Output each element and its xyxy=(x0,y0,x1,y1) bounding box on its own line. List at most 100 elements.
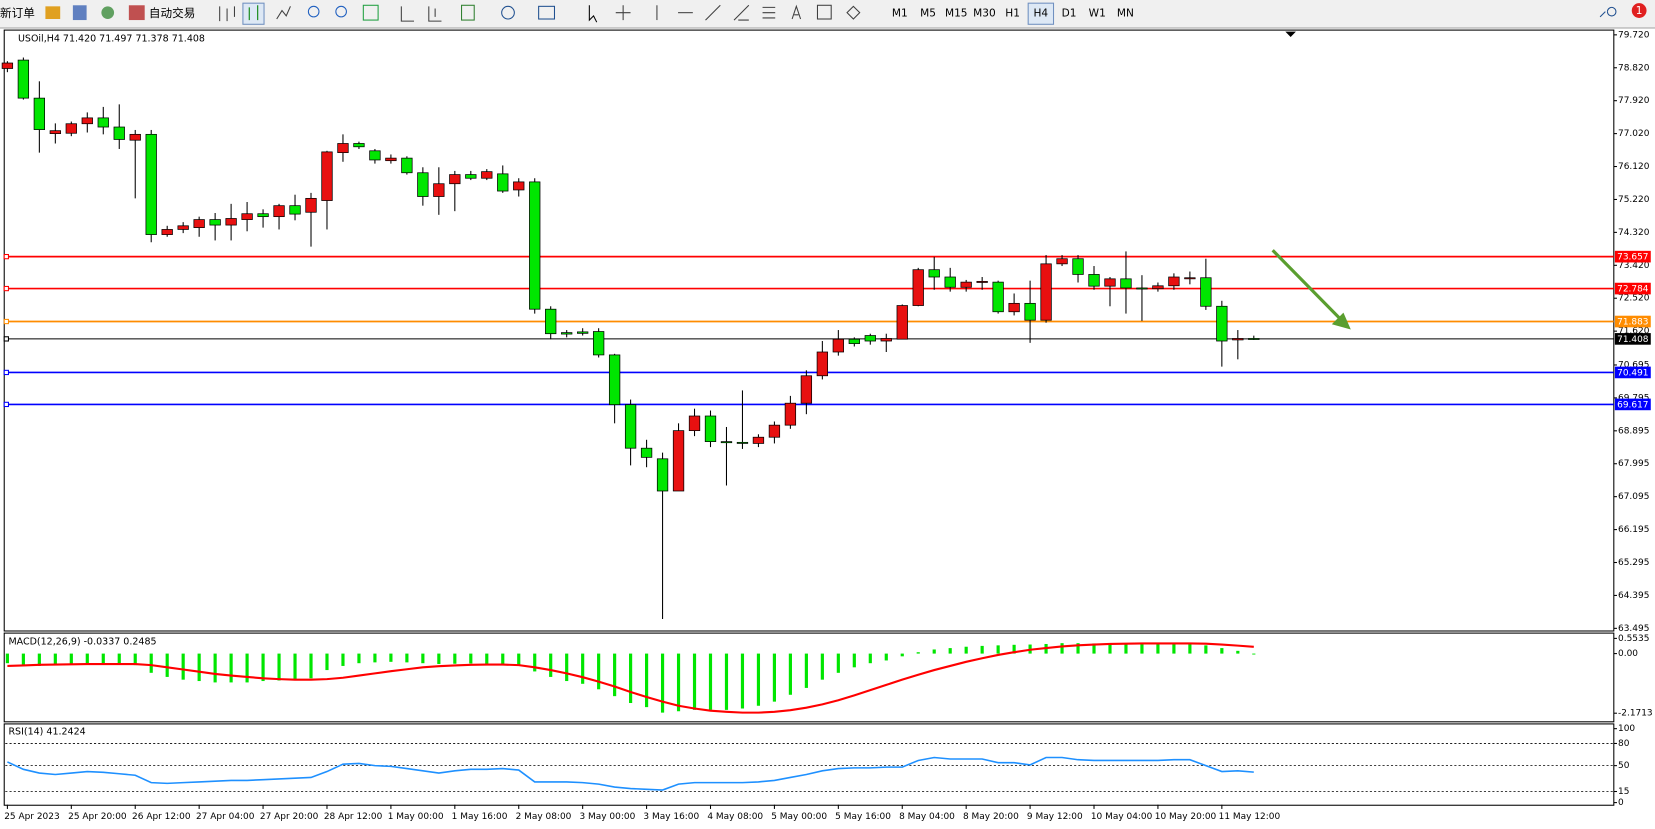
x-tick-label: 25 Apr 20:00 xyxy=(68,812,127,822)
y-tick-label: 78.820 xyxy=(1618,63,1650,73)
level-tag-label: 73.657 xyxy=(1617,253,1648,263)
candle-body xyxy=(640,447,653,458)
icon[interactable] xyxy=(101,6,115,20)
y-tick-label: 69.795 xyxy=(1618,393,1649,403)
indicators-button[interactable] xyxy=(461,4,475,21)
macd-bar xyxy=(325,653,329,671)
x-tick-label: 3 May 00:00 xyxy=(579,812,635,822)
macd-bar xyxy=(101,653,105,664)
y-tick-label: 0.00 xyxy=(1618,649,1638,659)
label-button[interactable] xyxy=(816,4,832,20)
timeframe-button[interactable]: M1 xyxy=(892,8,908,20)
macd-bar xyxy=(804,653,808,688)
crosshair-button[interactable] xyxy=(615,5,631,21)
candle-body xyxy=(289,205,301,215)
text-button[interactable] xyxy=(791,4,802,20)
x-tick-label: 27 Apr 04:00 xyxy=(196,812,255,822)
candle-body xyxy=(145,133,157,235)
line-chart-button[interactable] xyxy=(276,6,291,20)
candle-body xyxy=(976,281,988,283)
bar-chart-button[interactable] xyxy=(219,6,235,22)
timeframe-button[interactable]: M30 xyxy=(973,8,996,20)
auto-trading-button[interactable]: 自动交易 xyxy=(149,6,195,20)
macd-bar xyxy=(1092,643,1096,654)
periods-button[interactable] xyxy=(501,5,515,20)
timeframe-active xyxy=(1027,2,1055,25)
macd-bar xyxy=(660,653,665,713)
macd-bar xyxy=(213,653,217,683)
level-handle xyxy=(3,253,9,260)
candle-button-pressed[interactable] xyxy=(242,2,265,25)
zoom-out-button[interactable] xyxy=(335,5,347,18)
level-tag xyxy=(1614,398,1651,411)
candle-body xyxy=(752,436,765,444)
x-tick-label: 2 May 08:00 xyxy=(516,812,572,822)
y-tick-label: 76.120 xyxy=(1618,162,1650,172)
icon[interactable] xyxy=(45,6,61,20)
candle-body xyxy=(353,143,365,148)
candle-body xyxy=(1120,278,1132,289)
y-tick-label: 66.195 xyxy=(1618,525,1649,535)
macd-bar xyxy=(884,653,888,661)
macd-bar xyxy=(69,653,73,665)
level-tag xyxy=(1614,333,1651,345)
timeframe-button[interactable]: H1 xyxy=(1005,8,1020,20)
new-order-button[interactable]: 新订单 xyxy=(0,6,35,20)
level-tag xyxy=(1614,250,1651,263)
macd-bar xyxy=(676,653,681,712)
timeframe-button[interactable]: D1 xyxy=(1062,8,1077,20)
macd-bar xyxy=(1236,650,1240,654)
macd-bar xyxy=(1204,645,1208,654)
macd-bar xyxy=(788,653,792,695)
candle-body xyxy=(129,133,141,141)
macd-bar xyxy=(1012,644,1016,654)
candle-body xyxy=(241,213,253,220)
x-tick-label: 8 May 20:00 xyxy=(963,812,1019,822)
macd-bar xyxy=(309,653,313,679)
macd-bar xyxy=(181,653,185,680)
macd-bar xyxy=(165,653,169,677)
candle-body xyxy=(896,305,908,340)
timeframe-button[interactable]: H4 xyxy=(1034,8,1049,20)
trendline-button[interactable] xyxy=(705,4,721,21)
plot: 79.720 78.820 77.920 77.020 76.120 75.220 74.3… xyxy=(1,30,1653,822)
candle-body xyxy=(65,123,77,134)
arrows-button[interactable] xyxy=(846,5,861,20)
shift-button[interactable] xyxy=(428,6,442,22)
channel-button[interactable] xyxy=(733,4,750,21)
macd-bar xyxy=(852,653,856,668)
fibo-button[interactable] xyxy=(762,6,776,19)
timeframe-button[interactable]: MN xyxy=(1117,8,1134,20)
timeframe-button[interactable]: M15 xyxy=(945,8,968,20)
macd-bar xyxy=(437,653,441,665)
y-tick-label: 50 xyxy=(1618,761,1630,771)
candle-body xyxy=(401,157,413,174)
candle-body xyxy=(449,174,461,185)
candle-body xyxy=(225,218,237,226)
zoom-in-button[interactable] xyxy=(307,5,320,18)
tile-button[interactable] xyxy=(362,4,379,21)
macd-bar xyxy=(772,653,777,702)
search-icon[interactable] xyxy=(1599,6,1617,18)
templates-button[interactable] xyxy=(538,5,556,20)
icon[interactable] xyxy=(72,5,87,21)
macd-bar xyxy=(692,653,697,710)
auto-trading-icon[interactable] xyxy=(128,5,145,21)
macd-bar xyxy=(245,653,249,683)
candle-body xyxy=(257,213,269,218)
macd-bar xyxy=(133,653,137,666)
autoscroll-button[interactable] xyxy=(400,6,415,22)
timeframe-button[interactable]: W1 xyxy=(1089,8,1106,20)
macd-bar xyxy=(932,649,936,654)
cursor-button[interactable] xyxy=(588,5,598,23)
candle-body xyxy=(736,441,749,444)
candle-button[interactable] xyxy=(248,5,259,21)
macd-bar xyxy=(1156,643,1160,654)
timeframe-button[interactable]: M5 xyxy=(920,8,936,20)
y-tick-label: 15 xyxy=(1618,787,1629,797)
notification-badge[interactable] xyxy=(1631,3,1647,18)
candle-body xyxy=(688,415,701,432)
macd-bar xyxy=(501,653,505,665)
y-tick-label: 71.620 xyxy=(1618,327,1650,337)
y-tick-label: 67.995 xyxy=(1618,459,1649,469)
